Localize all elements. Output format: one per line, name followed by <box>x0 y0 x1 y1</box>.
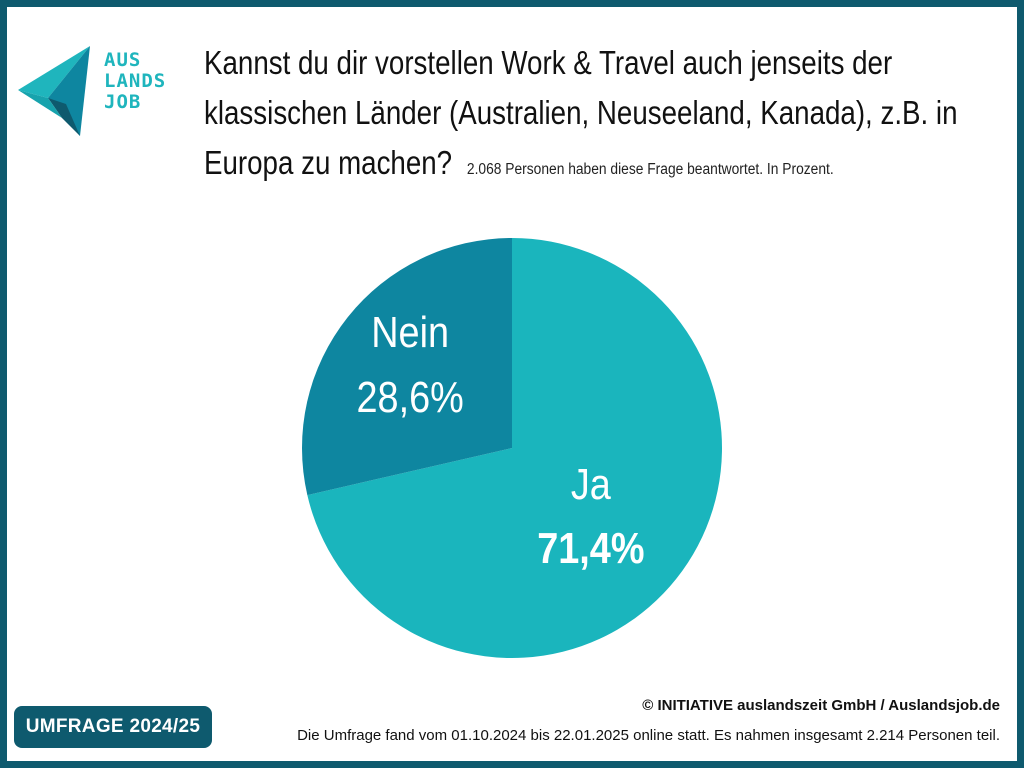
pie-labels: Ja 71,4% Nein 28,6% <box>357 307 645 572</box>
chart-title: Kannst du dir vorstellen Work & Travel a… <box>204 44 958 181</box>
logo-wordmark: AUS LANDS JOB <box>104 50 166 113</box>
pie-slice-nein <box>302 238 512 496</box>
chart-subtitle: 2.068 Personen haben diese Frage beantwo… <box>467 161 834 178</box>
pie-value-nein: 28,6% <box>357 372 464 421</box>
copyright-text: © INITIATIVE auslandszeit GmbH / Ausland… <box>642 697 1000 714</box>
pie-label-nein: Nein <box>371 307 449 356</box>
auslandsjob-logo: AUS LANDS JOB <box>16 44 176 140</box>
pie-label-ja: Ja <box>571 459 611 508</box>
logo-line-1: AUS <box>104 49 142 71</box>
chart-title-block: Kannst du dir vorstellen Work & Travel a… <box>204 38 1002 195</box>
pie-slices <box>302 238 722 659</box>
paper-plane-logo-icon <box>18 46 90 136</box>
survey-badge: UMFRAGE 2024/25 <box>14 706 212 748</box>
pie-slice-ja <box>307 238 722 659</box>
logo-line-2: LANDS <box>104 70 167 92</box>
survey-footnote: Die Umfrage fand vom 01.10.2024 bis 22.0… <box>297 727 1000 744</box>
pie-value-ja: 71,4% <box>537 523 644 572</box>
logo-line-3: JOB <box>104 91 142 113</box>
